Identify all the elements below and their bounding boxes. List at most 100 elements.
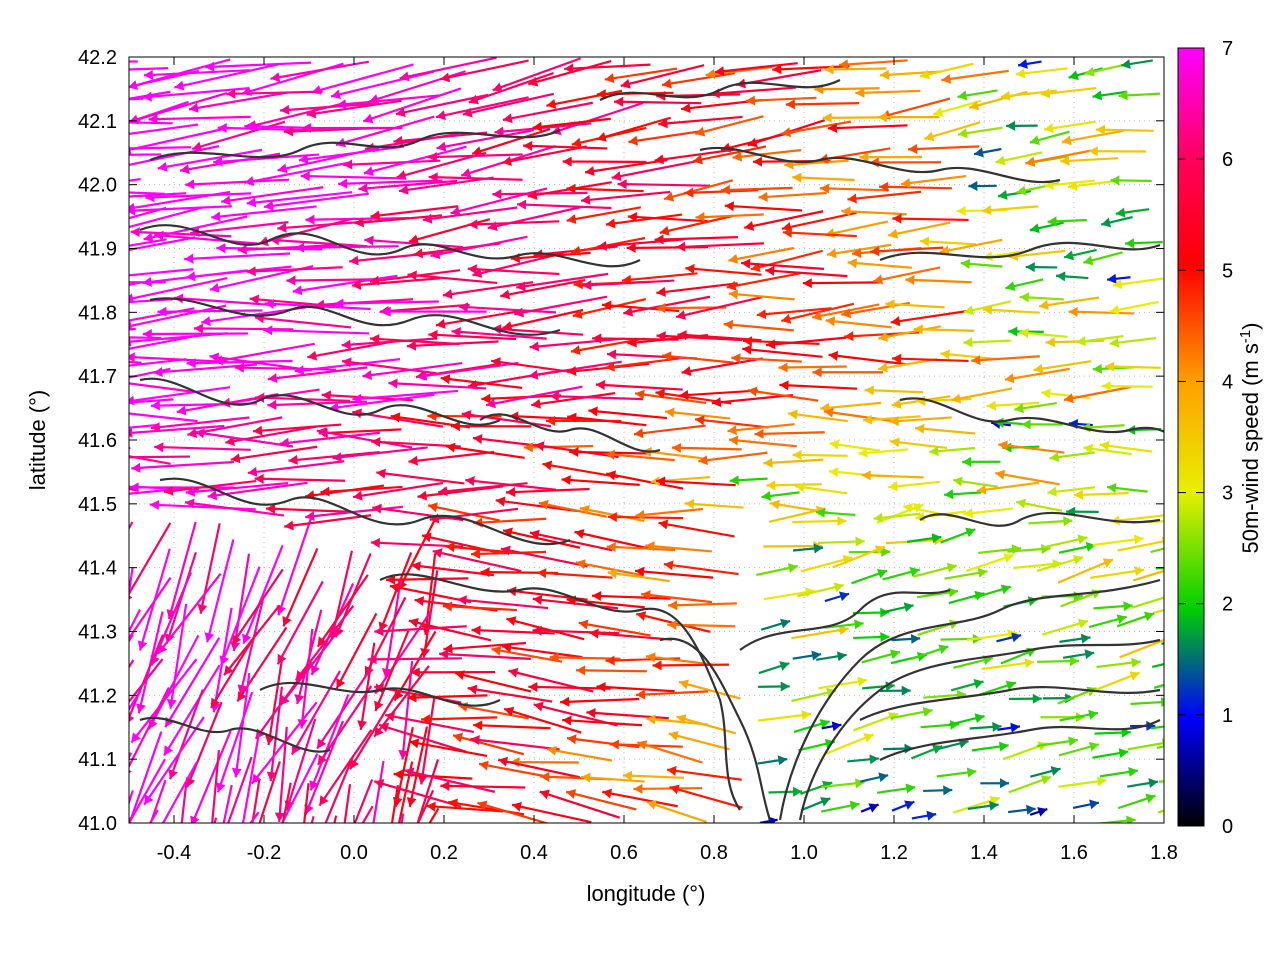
wind-vector — [578, 621, 651, 637]
wind-vector-head — [819, 183, 830, 194]
wind-vector — [190, 221, 289, 235]
wind-vector-head — [792, 172, 802, 183]
wind-vector-head — [193, 323, 203, 334]
wind-vector-head — [38, 149, 47, 159]
wind-vector-head — [157, 306, 167, 317]
wind-vector-head — [635, 509, 645, 520]
wind-vector-head — [844, 331, 854, 342]
wind-vector — [304, 720, 344, 815]
wind-vector-head — [636, 611, 647, 621]
wind-vector-head — [298, 154, 309, 165]
wind-vector — [154, 445, 251, 451]
wind-vector — [503, 707, 582, 734]
wind-vector — [754, 431, 825, 436]
wind-vector — [542, 462, 619, 479]
wind-vector-head — [36, 351, 45, 361]
wind-vector-head — [38, 98, 47, 108]
wind-vector — [604, 67, 678, 81]
wind-vector-head — [523, 140, 533, 151]
wind-vector-head — [766, 339, 776, 350]
wind-vector — [129, 192, 187, 198]
wind-vector-head — [609, 739, 619, 750]
wind-vector — [333, 815, 338, 823]
wind-vector — [661, 354, 734, 364]
wind-vector-head — [1072, 554, 1084, 565]
wind-vector — [142, 87, 249, 99]
wind-vector-head — [679, 390, 689, 400]
wind-vector-head — [574, 528, 585, 539]
wind-vector — [684, 189, 759, 195]
wind-vector-head — [851, 247, 862, 258]
wind-vector-head — [352, 393, 362, 404]
wind-vector — [891, 357, 969, 363]
wind-vector-head — [427, 151, 438, 162]
wind-vector-head — [286, 275, 296, 286]
wind-vector-head — [847, 193, 857, 204]
wind-vector — [667, 623, 736, 628]
wind-vector — [421, 716, 498, 721]
wind-vector-head — [1160, 697, 1164, 708]
wind-vector-head — [605, 449, 615, 460]
wind-vector — [129, 332, 228, 343]
wind-vector — [129, 147, 144, 151]
wind-vector-head — [621, 274, 632, 285]
wind-vector — [744, 210, 824, 229]
wind-vector-head — [1163, 634, 1164, 636]
wind-vector — [601, 303, 680, 313]
wind-vector-head — [571, 245, 581, 256]
wind-vector — [620, 64, 705, 88]
wind-vector — [605, 213, 683, 226]
wind-vector-head — [578, 619, 589, 630]
wind-vector-head — [948, 587, 958, 598]
wind-vector — [458, 305, 556, 314]
wind-vector-head — [532, 594, 543, 605]
wind-vector-head — [185, 498, 195, 509]
wind-vector-head — [487, 221, 498, 231]
wind-vector — [242, 544, 284, 645]
wind-vector-head — [596, 89, 606, 100]
wind-vector-head — [862, 414, 873, 425]
wind-vector-head — [295, 859, 305, 868]
wind-vector-head — [59, 185, 68, 195]
wind-vector — [150, 416, 250, 430]
wind-vector — [1117, 540, 1164, 552]
wind-vector-head — [903, 602, 914, 613]
wind-vector — [575, 561, 644, 577]
wind-vector-head — [573, 279, 583, 290]
y-tick-label: 41.6 — [78, 430, 117, 452]
colorbar-ticks: 0 1 2 3 4 5 6 7 — [1178, 38, 1233, 838]
wind-vector — [129, 382, 195, 393]
wind-vector-head — [976, 484, 987, 495]
wind-vector-head — [448, 798, 458, 809]
wind-vector-head — [606, 349, 617, 360]
wind-vector-head — [869, 754, 879, 765]
wind-vector — [645, 655, 714, 666]
wind-vector-head — [592, 333, 602, 344]
wind-vector — [254, 477, 346, 482]
wind-vector-head — [646, 652, 656, 663]
wind-vector-head — [176, 405, 187, 416]
wind-vector — [1131, 596, 1164, 609]
y-tick-label: 41.8 — [78, 302, 117, 324]
wind-vector-head — [206, 834, 216, 843]
wind-vector-head — [288, 454, 298, 465]
wind-vector-head — [182, 918, 192, 928]
wind-vector-head — [462, 107, 473, 118]
wind-vector-head — [605, 361, 615, 372]
wind-vector-head — [659, 225, 670, 236]
wind-vector-head — [283, 126, 294, 137]
wind-vector — [561, 478, 640, 486]
wind-vector-head — [103, 724, 113, 734]
wind-vector — [316, 574, 369, 648]
wind-vector-head — [163, 485, 174, 496]
wind-vector-head — [436, 141, 447, 152]
wind-vector-head — [420, 648, 431, 658]
wind-vector-head — [80, 735, 89, 745]
wind-vector-head — [1106, 483, 1117, 493]
wind-vector — [384, 579, 402, 678]
wind-vector — [765, 269, 848, 278]
wind-vector — [429, 507, 519, 521]
wind-vector — [129, 455, 171, 465]
wind-vector-head — [971, 355, 981, 366]
wind-vector-head — [514, 307, 525, 318]
